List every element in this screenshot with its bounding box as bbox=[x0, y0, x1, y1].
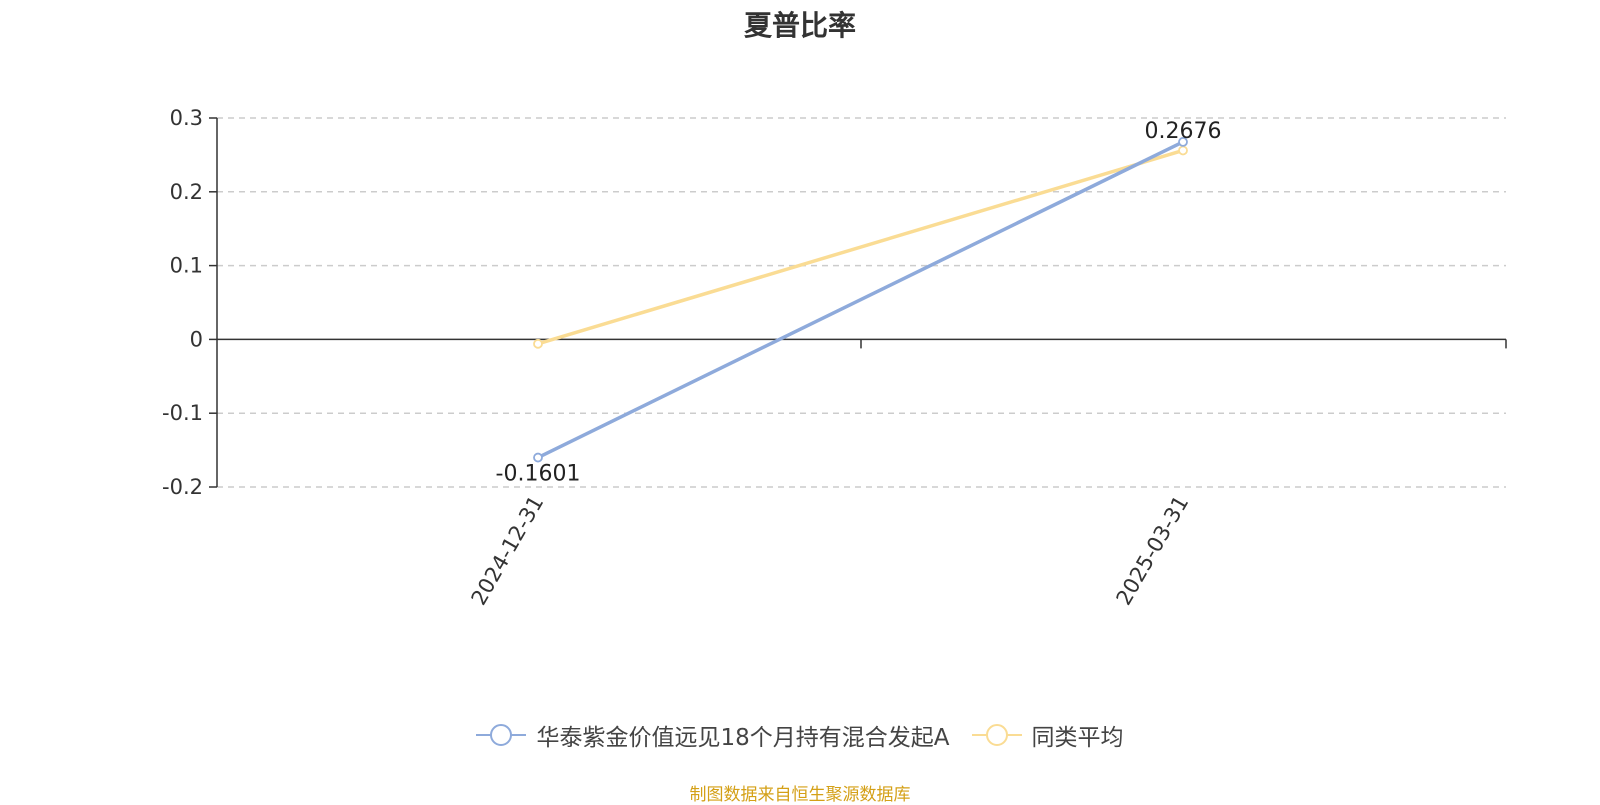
y-tick-label: -0.2 bbox=[162, 475, 203, 499]
legend-marker-icon bbox=[476, 724, 527, 746]
y-axis-tick-labels: 0.3 0.2 0.1 0 -0.1 -0.2 bbox=[162, 106, 203, 499]
y-tick-label: 0.1 bbox=[170, 254, 203, 278]
data-point bbox=[533, 338, 543, 349]
data-point bbox=[1178, 137, 1188, 147]
source-note: 制图数据来自恒生聚源数据库 bbox=[689, 785, 911, 805]
chart-title: 夏普比率 bbox=[743, 9, 856, 42]
grid-lines bbox=[217, 117, 1506, 488]
x-tick-label: 2025-03-31 bbox=[1112, 492, 1194, 610]
y-tick-label: 0.3 bbox=[170, 106, 203, 130]
legend-item-series-1[interactable]: 华泰紫金价值远见18个月持有混合发起A bbox=[476, 718, 950, 752]
data-point bbox=[533, 452, 543, 463]
legend: 华泰紫金价值远见18个月持有混合发起A 同类平均 bbox=[0, 718, 1600, 752]
data-label: -0.1601 bbox=[496, 462, 581, 487]
legend-item-series-2[interactable]: 同类平均 bbox=[971, 718, 1124, 752]
data-label: 0.2676 bbox=[1145, 119, 1222, 144]
axes bbox=[209, 117, 1507, 488]
x-tick-label: 2024-12-31 bbox=[467, 492, 549, 610]
data-point bbox=[1178, 145, 1188, 156]
y-tick-label: 0.2 bbox=[170, 180, 203, 204]
line-chart: 0.30.20.10-0.1-0.2 2024-12-31 2025-03-31 … bbox=[162, 106, 1507, 610]
series-line-2 bbox=[537, 148, 1184, 346]
legend-label: 华泰紫金价值远见18个月持有混合发起A bbox=[536, 725, 950, 751]
y-tick-label: -0.1 bbox=[162, 401, 203, 425]
legend-label: 同类平均 bbox=[1031, 725, 1124, 751]
x-axis-tick-labels: 2024-12-31 2025-03-31 bbox=[467, 492, 1194, 610]
y-tick-label: 0 bbox=[190, 327, 203, 351]
series-line-1 bbox=[537, 140, 1184, 460]
data-labels: -0.1601 0.2676 bbox=[496, 119, 1222, 487]
legend-marker-icon bbox=[971, 724, 1022, 746]
series-lines bbox=[533, 137, 1188, 463]
